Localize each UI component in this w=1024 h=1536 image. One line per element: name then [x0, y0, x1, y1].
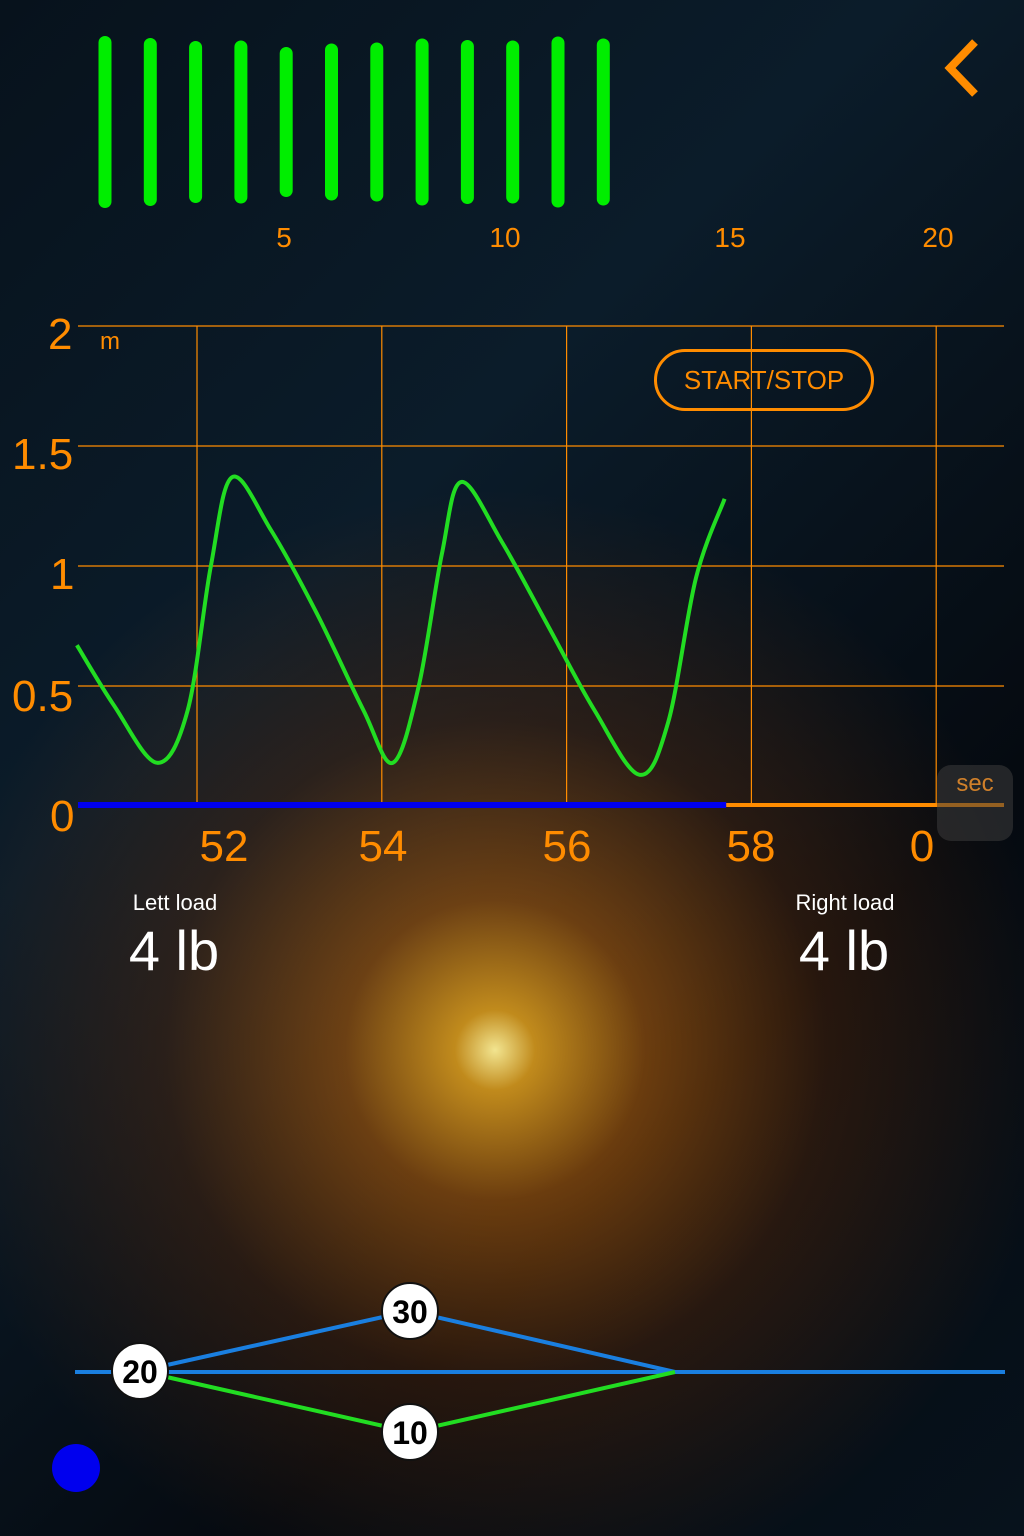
back-chevron-icon[interactable] — [944, 39, 978, 97]
bar-meter — [98, 36, 610, 208]
chart-grid — [78, 325, 1004, 805]
start-stop-button[interactable]: START/STOP — [654, 349, 874, 411]
x-tick-0: 0 — [909, 822, 935, 871]
left-load-value: 4 lb — [128, 919, 220, 982]
node-30[interactable]: 30 — [381, 1282, 439, 1340]
y-tick-1.5: 1.5 — [12, 430, 74, 479]
x-tick-54: 54 — [358, 822, 408, 871]
sec-button[interactable]: sec — [937, 765, 1013, 841]
blue-dot-button[interactable] — [52, 1444, 100, 1492]
right-load-label: Right load — [795, 890, 895, 915]
y-tick-0: 0 — [50, 792, 75, 841]
right-load-value: 4 lb — [798, 919, 890, 982]
svg-text:30: 30 — [392, 1294, 428, 1330]
y-tick-0.5: 0.5 — [12, 672, 74, 721]
svg-text:10: 10 — [392, 1415, 428, 1451]
left-load-label: Lett load — [132, 890, 218, 915]
x-tick-56: 56 — [542, 822, 592, 871]
meter-tick-5: 5 — [276, 222, 292, 253]
wave-series-line — [75, 474, 727, 777]
meter-tick-20: 20 — [922, 222, 954, 253]
meter-tick-15: 15 — [714, 222, 746, 253]
svg-text:20: 20 — [122, 1354, 158, 1390]
meter-tick-10: 10 — [489, 222, 521, 253]
x-tick-58: 58 — [726, 822, 776, 871]
y-tick-2: 2 — [48, 310, 73, 359]
y-tick-1: 1 — [50, 550, 75, 599]
y-unit: m — [100, 328, 120, 355]
node-10[interactable]: 10 — [381, 1403, 439, 1461]
x-tick-52: 52 — [199, 822, 249, 871]
node-20[interactable]: 20 — [111, 1342, 169, 1400]
